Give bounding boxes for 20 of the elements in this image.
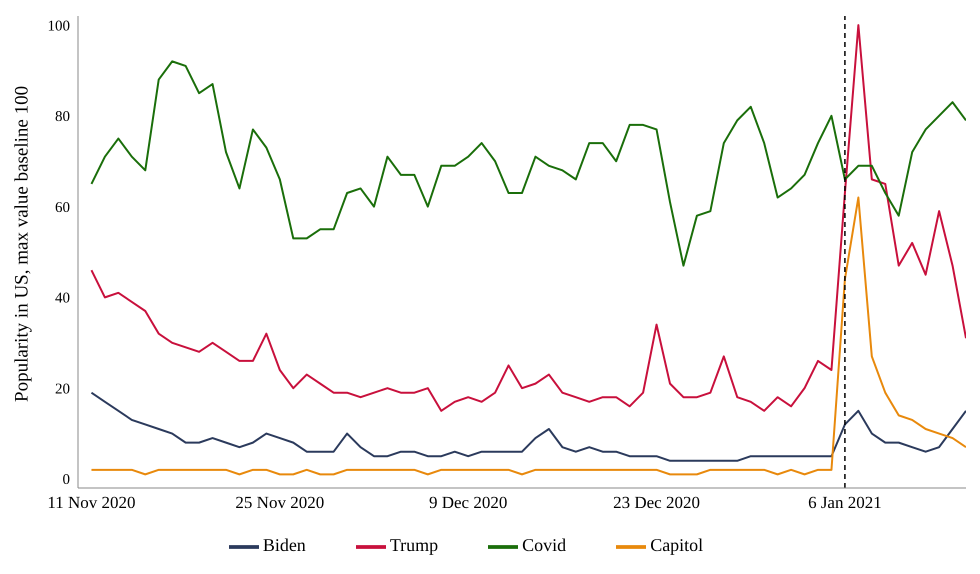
y-tick-label: 60 (55, 200, 70, 216)
y-tick-label: 40 (55, 290, 70, 307)
y-axis-title: Popularity in US, max value baseline 100 (12, 86, 33, 402)
line-series (90, 196, 966, 476)
x-tick-label: 23 Dec 2020 (613, 493, 700, 512)
line-series (90, 392, 966, 462)
x-tick-label: 9 Dec 2020 (428, 493, 508, 512)
y-tick-label: 80 (55, 109, 70, 126)
y-tick-label: 20 (55, 381, 70, 398)
y-tick-label: 100 (48, 18, 70, 34)
y-tick-label: 0 (62, 472, 70, 488)
legend-label: Trump (390, 535, 438, 556)
line-series (90, 60, 966, 267)
x-tick-label: 11 Nov 2020 (47, 493, 136, 512)
legend-label: Covid (522, 535, 566, 556)
x-tick-label: 25 Nov 2020 (235, 493, 324, 512)
x-tick-label: 6 Jan 2021 (808, 493, 882, 512)
legend-label: Biden (262, 535, 306, 556)
line-series (90, 24, 966, 412)
legend-label: Capitol (650, 535, 704, 556)
